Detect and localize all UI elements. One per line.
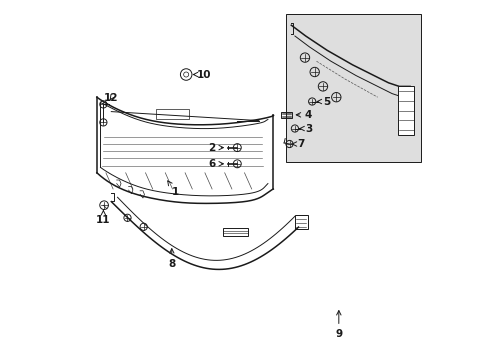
Text: 2: 2 (208, 143, 223, 153)
Text: 6: 6 (208, 159, 223, 169)
Text: 8: 8 (168, 249, 175, 269)
Bar (397, 86, 413, 135)
Bar (156, 109, 188, 119)
Text: 4: 4 (296, 110, 312, 120)
Bar (223, 228, 247, 236)
Text: 3: 3 (299, 123, 311, 134)
Text: 12: 12 (104, 93, 118, 103)
Text: 10: 10 (193, 69, 211, 80)
Text: 5: 5 (317, 96, 330, 107)
Text: 11: 11 (96, 210, 110, 225)
Bar (294, 215, 307, 229)
Text: 9: 9 (335, 311, 342, 339)
Text: 1: 1 (167, 181, 179, 197)
Text: 7: 7 (291, 139, 305, 149)
Bar (285, 14, 420, 162)
